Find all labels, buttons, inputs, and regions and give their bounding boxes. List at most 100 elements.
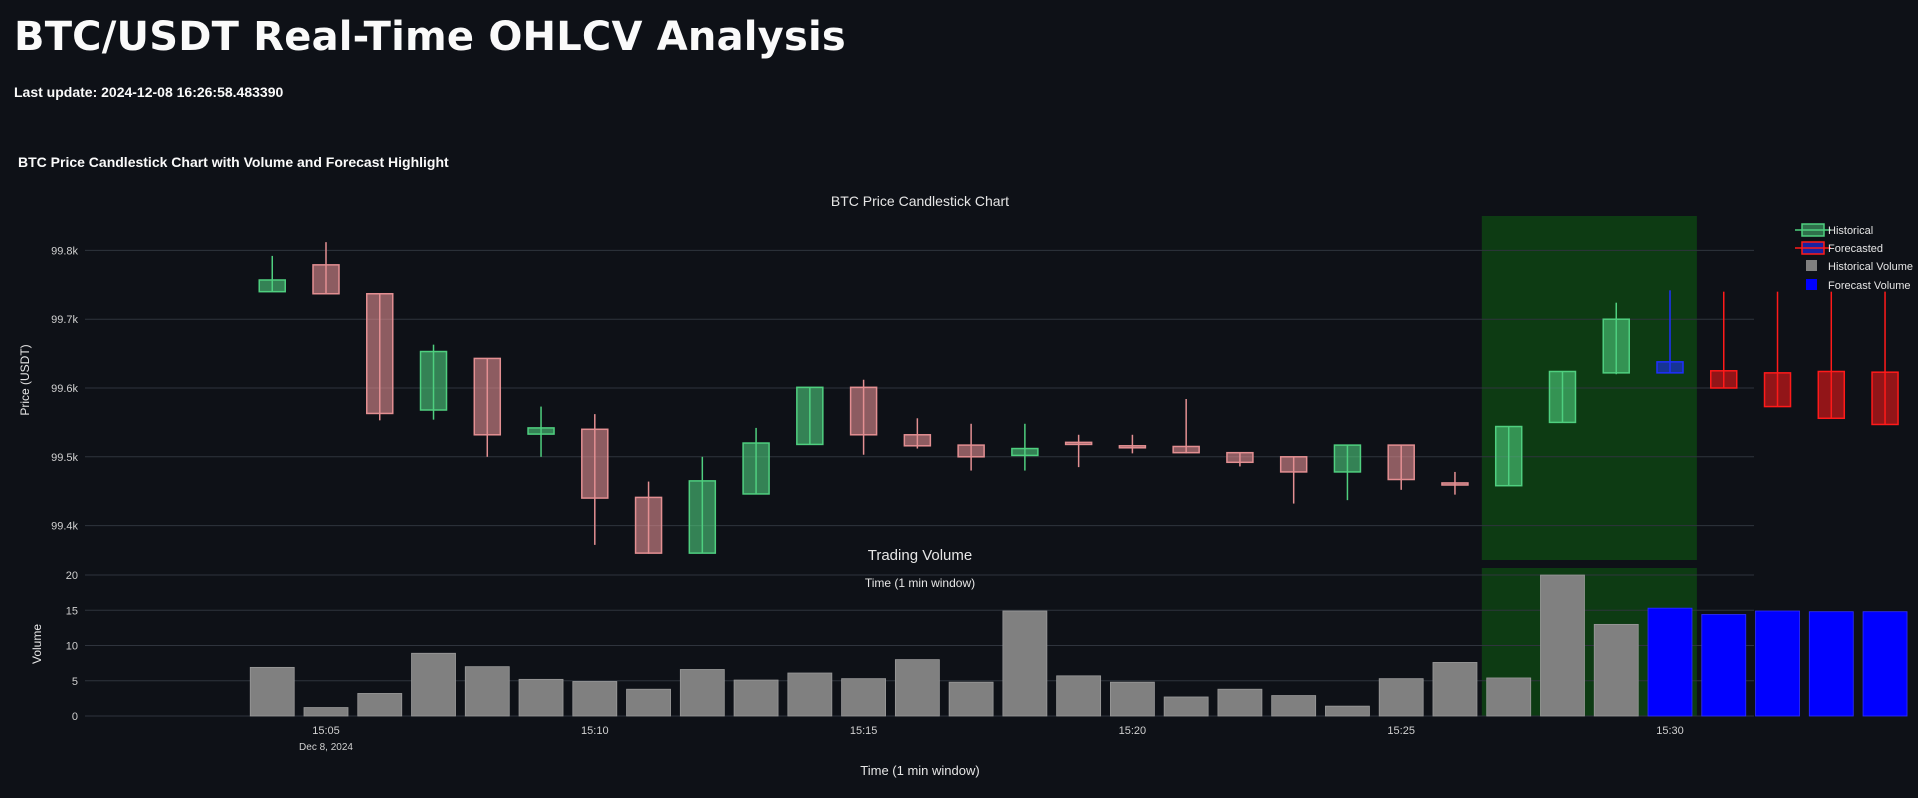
historical-candle [1494, 425, 1523, 487]
candle-body [1656, 361, 1684, 374]
historical-candle [473, 357, 502, 457]
volume-chart-subtitle: Time (1 min window) [865, 576, 975, 590]
forecast-candle [1710, 291, 1738, 389]
historical-volume-bar [948, 681, 994, 717]
candle-body [1064, 441, 1093, 446]
historical-volume-bar [787, 672, 833, 717]
volume-x-tick-label: 15:10 [581, 725, 609, 737]
historical-candle [419, 344, 448, 420]
historical-volume-bar [1217, 688, 1263, 717]
legend-item-forecast-volume[interactable]: Forecast Volume [1806, 279, 1911, 292]
candle-body [1817, 370, 1846, 420]
page-title: BTC/USDT Real-Time OHLCV Analysis [14, 14, 846, 60]
candle-body [581, 428, 609, 499]
volume-y-tick-label: 20 [66, 570, 78, 582]
price-y-tick-label: 99.7k [51, 314, 78, 326]
candle-body [1441, 482, 1469, 486]
candle-body [1387, 444, 1415, 481]
historical-volume-bar [1271, 695, 1317, 717]
price-gridlines [85, 249, 1754, 527]
candle-body [1494, 425, 1523, 487]
forecast-candle [1817, 291, 1846, 420]
legend-item-forecasted[interactable]: Forecasted [1795, 241, 1883, 255]
historical-volume-bar [679, 669, 725, 717]
section-title: BTC Price Candlestick Chart with Volume … [18, 154, 449, 170]
forecast-volume-bar [1701, 614, 1747, 717]
price-chart-title: BTC Price Candlestick Chart [831, 193, 1009, 209]
volume-x-tick-label: 15:15 [850, 725, 878, 737]
legend-forecast-volume-swatch [1806, 279, 1817, 290]
historical-candle [1226, 451, 1254, 467]
candle-body [366, 292, 394, 415]
historical-volume-bar [1110, 681, 1155, 717]
historical-volume-bar [249, 666, 295, 717]
historical-volume-bar [1378, 678, 1424, 717]
historical-volume-bar [1325, 705, 1370, 717]
legend-item-historical-volume[interactable]: Historical Volume [1806, 260, 1913, 273]
legend[interactable]: Historical Forecasted Historical Volume … [1795, 223, 1913, 292]
volume-y-tick-labels: 0 5 10 15 20 [66, 570, 78, 723]
historical-candle [366, 292, 394, 421]
legend-label: Historical [1828, 225, 1873, 237]
volume-y-tick-label: 0 [72, 711, 78, 723]
candle-body [1763, 372, 1792, 408]
forecast-candle [1656, 290, 1684, 374]
volume-y-tick-label: 15 [66, 605, 78, 617]
volume-y-axis-label: Volume [30, 624, 44, 664]
forecast-volume-bar [1808, 611, 1854, 717]
legend-item-historical[interactable]: Historical [1795, 223, 1873, 237]
candle-body [1548, 370, 1577, 424]
historical-candle [1602, 302, 1630, 375]
volume-x-tick-sublabel: Dec 8, 2024 [299, 742, 353, 753]
historical-candle [957, 423, 985, 471]
last-update-text: Last update: 2024-12-08 16:26:58.483390 [14, 84, 284, 100]
forecast-candle [1763, 291, 1792, 408]
volume-x-tick-label: 15:30 [1656, 725, 1684, 737]
historical-candle [634, 481, 663, 554]
volume-x-tick-label: 15:05 [312, 725, 340, 737]
historical-candle [1279, 456, 1308, 504]
volume-x-axis-label: Time (1 min window) [860, 763, 979, 778]
forecast-volume-bar [1862, 611, 1908, 717]
historical-candle [742, 427, 770, 495]
historical-candle [849, 379, 878, 455]
candle-body [258, 279, 286, 293]
price-y-tick-labels: 99.4k 99.5k 99.6k 99.7k 99.8k [51, 245, 78, 532]
volume-bars [249, 574, 1908, 717]
price-y-tick-label: 99.5k [51, 452, 78, 464]
historical-candle [258, 255, 286, 293]
candle-body [742, 442, 770, 495]
historical-volume-bar [1056, 675, 1102, 717]
forecast-candle [1871, 291, 1899, 426]
candle-body [1602, 318, 1630, 374]
historical-volume-bar [841, 678, 886, 717]
historical-volume-bar [518, 678, 564, 717]
historical-volume-bar [1002, 610, 1048, 717]
historical-candle [1387, 444, 1415, 490]
legend-label: Forecasted [1828, 243, 1883, 255]
forecast-volume-bar [1755, 610, 1800, 717]
historical-volume-bar [572, 681, 618, 717]
historical-volume-bar [1593, 623, 1639, 717]
historical-candle [1172, 399, 1200, 454]
historical-volume-bar [303, 707, 349, 717]
price-y-tick-label: 99.4k [51, 521, 78, 533]
historical-candle [903, 418, 932, 449]
historical-candle [1333, 444, 1362, 501]
historical-candle [688, 456, 717, 554]
historical-candle [1118, 434, 1147, 454]
volume-x-tick-label: 15:25 [1387, 725, 1415, 737]
historical-candle [527, 406, 555, 457]
price-y-tick-label: 99.8k [51, 245, 78, 257]
historical-volume-bar [733, 679, 779, 717]
candle-body [957, 444, 985, 458]
historical-candle [1441, 471, 1469, 495]
forecast-volume-bar [1647, 607, 1693, 717]
legend-label: Forecast Volume [1828, 280, 1911, 292]
candle-body [1710, 370, 1738, 389]
volume-y-tick-label: 10 [66, 641, 78, 653]
candle-body [527, 427, 555, 435]
candle-body [849, 386, 878, 436]
candle-body [634, 496, 663, 554]
